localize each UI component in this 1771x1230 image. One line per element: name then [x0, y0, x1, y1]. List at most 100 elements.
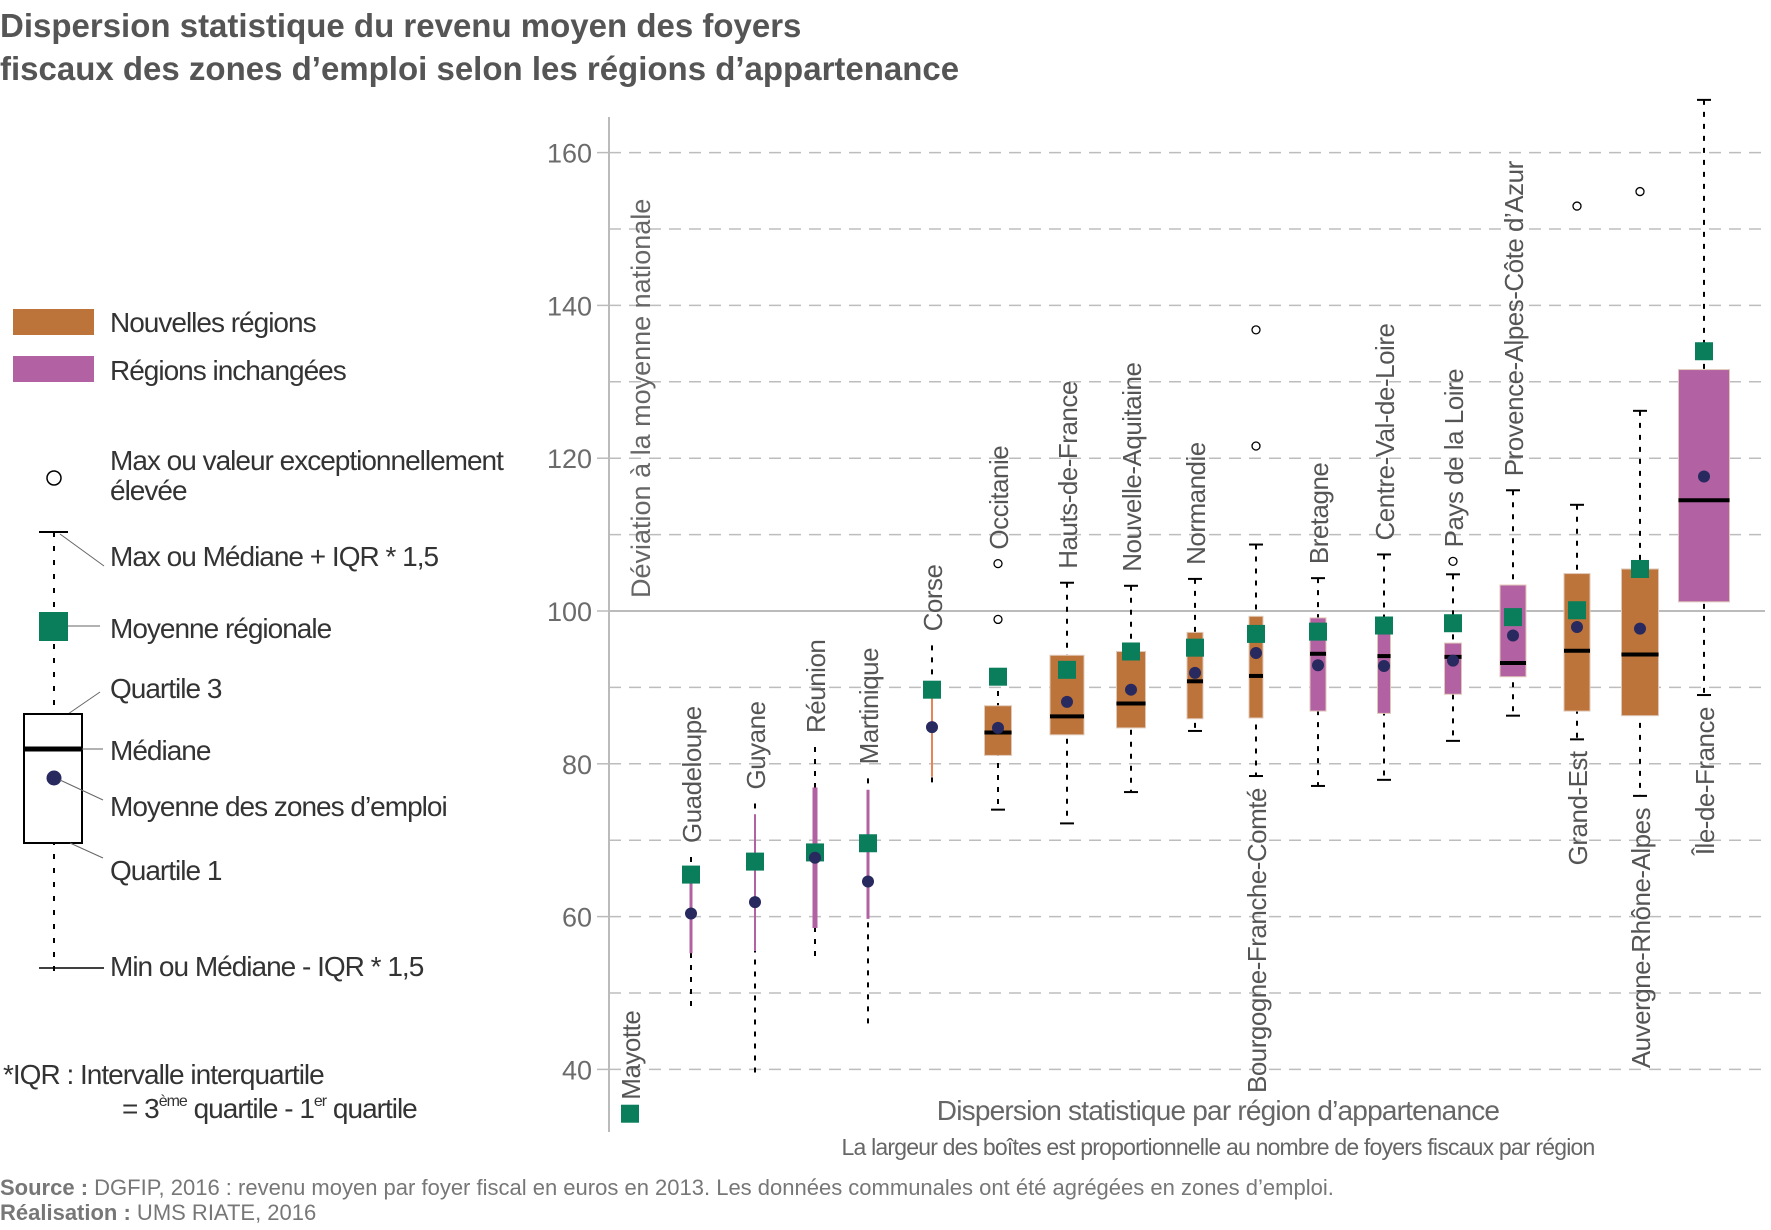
legend: Nouvelles régions Régions inchangées Max…: [3, 307, 505, 1124]
region-bourgogne-franche-comt-: Bourgogne-Franche-Comté: [1242, 325, 1272, 1093]
mean-zones-marker: [749, 896, 761, 909]
chart-title-line2: fiscaux des zones d’emploi selon les rég…: [0, 50, 959, 87]
mean-regional-marker: [1444, 614, 1462, 633]
chart-marks: Mayotte Guadeloupe Guyane Réunion Martinique…: [616, 98, 1730, 1123]
mean-regional-marker: [989, 667, 1007, 686]
mean-zones-marker: [1061, 695, 1073, 708]
legend-label-whisker-min: Min ou Médiane - IQR * 1,5: [110, 951, 424, 982]
region-centre-val-de-loire: Centre-Val-de-Loire: [1370, 324, 1400, 781]
region-guyane: Guyane: [741, 701, 771, 1079]
source-note: Source : DGFIP, 2016 : revenu moyen par …: [0, 1175, 1334, 1200]
y-tick-label: 80: [562, 750, 592, 780]
mean-zones-marker: [1189, 666, 1201, 679]
y-tick-label: 120: [547, 444, 592, 474]
outlier-point: [1448, 556, 1458, 566]
y-tick-label: 40: [562, 1055, 592, 1085]
category-label: Centre-Val-de-Loire: [1370, 324, 1400, 541]
mean-zones-marker: [1507, 629, 1519, 642]
category-label: Nouvelle-Aquitaine: [1117, 363, 1147, 572]
region-normandie: Normandie: [1181, 442, 1211, 732]
region-bretagne: Bretagne: [1304, 463, 1334, 787]
region-r-union: Réunion: [801, 640, 831, 960]
mean-regional-marker: [1122, 642, 1140, 661]
legend-swatch-nouvelles: [13, 309, 94, 335]
y-axis-ticks: 40 60 80 100 120 140 160: [547, 139, 609, 1085]
region-nouvelle-aquitaine: Nouvelle-Aquitaine: [1116, 363, 1147, 794]
mean-regional-marker: [1309, 622, 1327, 641]
outlier-point: [993, 558, 1003, 569]
mean-regional-marker: [1186, 638, 1204, 657]
mean-zones-marker: [1312, 659, 1324, 672]
legend-label-inchangees: Régions inchangées: [110, 355, 346, 386]
mean-regional-marker: [1504, 608, 1522, 627]
mean-zones-marker: [1634, 622, 1646, 635]
chart-title-line1: Dispersion statistique du revenu moyen d…: [0, 7, 801, 44]
y-tick-label: 140: [547, 291, 592, 321]
mean-regional-marker: [1631, 559, 1649, 578]
legend-mean-zones-icon: [46, 770, 62, 786]
box: [1621, 568, 1659, 717]
mean-regional-marker: [1247, 624, 1265, 643]
region-occitanie: Occitanie: [984, 446, 1014, 811]
y-tick-label: 100: [547, 597, 592, 627]
category-label: Occitanie: [984, 446, 1014, 550]
mean-zones-marker: [1571, 621, 1583, 634]
outlier-point: [1635, 186, 1645, 197]
legend-leader: [69, 842, 104, 859]
category-label: Bretagne: [1304, 463, 1334, 565]
legend-leader: [59, 779, 104, 801]
mean-zones-marker: [1698, 470, 1710, 483]
mean-regional-marker: [1058, 660, 1076, 679]
mean-zones-marker: [992, 721, 1004, 734]
x-axis-title: Dispersion statistique par région d’appa…: [937, 1095, 1500, 1126]
category-label: Grand-Est: [1563, 750, 1593, 865]
mean-zones-marker: [862, 875, 874, 888]
legend-label-outlier-1: Max ou valeur exceptionnellement: [110, 445, 504, 476]
outlier-point: [1572, 201, 1582, 211]
iqr-footnote-line2: = 3ème quartile - 1er quartile: [122, 1093, 417, 1124]
region-corse: Corse: [918, 564, 948, 786]
mean-regional-marker: [746, 852, 764, 871]
region--le-de-france: Île-de-France: [1678, 98, 1730, 856]
mean-regional-marker: [1375, 616, 1393, 635]
legend-label-mean-zones: Moyenne des zones d’emploi: [110, 791, 447, 822]
mean-zones-marker: [1447, 654, 1459, 667]
legend-label-outlier-2: élevée: [110, 475, 187, 506]
region-auvergne-rh-ne-alpes: Auvergne-Rhône-Alpes: [1621, 186, 1659, 1068]
category-label: Réunion: [801, 640, 831, 733]
category-label: Normandie: [1181, 442, 1211, 565]
legend-label-whisker-max: Max ou Médiane + IQR * 1,5: [110, 541, 439, 572]
category-label: Pays de la Loire: [1439, 369, 1469, 547]
category-label: Guadeloupe: [677, 706, 707, 843]
legend-mean-regional-icon: [39, 612, 68, 641]
category-label: Hauts-de-France: [1053, 381, 1083, 569]
gridlines: [609, 151, 1765, 1071]
legend-outlier-icon: [46, 470, 62, 486]
category-label: Bourgogne-Franche-Comté: [1242, 788, 1272, 1093]
region-hauts-de-france: Hauts-de-France: [1049, 381, 1085, 825]
legend-leader: [67, 691, 101, 715]
box: [1678, 369, 1730, 603]
legend-label-q1: Quartile 1: [110, 855, 222, 886]
outlier-point: [1251, 441, 1261, 451]
region-provence-alpes-c-te-d-azur: Provence-Alpes-Côte d’Azur: [1499, 160, 1529, 717]
box: [1444, 642, 1462, 695]
category-label: Martinique: [854, 648, 884, 764]
x-axis-subtitle: La largeur des boîtes est proportionnell…: [842, 1134, 1595, 1160]
mean-regional-marker: [1568, 601, 1586, 620]
region-mayotte: Mayotte: [616, 1011, 646, 1123]
region-pays-de-la-loire: Pays de la Loire: [1439, 369, 1469, 742]
outlier-point: [993, 614, 1003, 625]
outlier-point: [1251, 325, 1261, 335]
mean-zones-marker: [1378, 660, 1390, 673]
category-label: Auvergne-Rhône-Alpes: [1626, 807, 1656, 1068]
legend-swatch-inchangees: [13, 356, 94, 382]
box: [1563, 573, 1591, 712]
y-tick-label: 160: [547, 139, 592, 169]
mean-regional-marker: [1695, 342, 1713, 361]
category-label: Provence-Alpes-Côte d’Azur: [1499, 160, 1529, 476]
mean-regional-marker: [859, 834, 877, 853]
y-axis-title: Déviation à la moyenne nationale: [626, 199, 656, 598]
category-label: Mayotte: [616, 1011, 646, 1100]
